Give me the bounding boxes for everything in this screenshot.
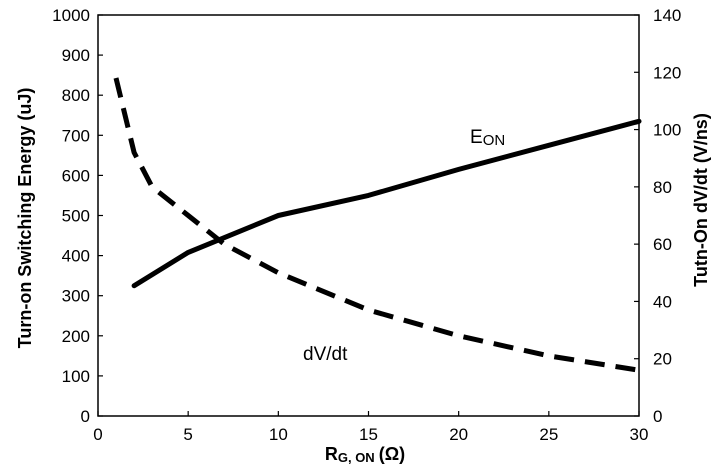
x-tick-label: 25 <box>539 425 558 444</box>
series-line-eon <box>131 118 642 289</box>
x-tick-label: 5 <box>183 425 192 444</box>
right-y-tick-label: 40 <box>653 292 672 311</box>
dvdt-series-label: dV/dt <box>303 344 348 365</box>
left-y-axis-title: Turn-on Switching Energy (uJ) <box>15 88 35 349</box>
left-y-tick-label: 500 <box>62 207 90 226</box>
x-tick-label: 10 <box>269 425 288 444</box>
series-line-dvdt <box>113 77 640 373</box>
series-layer <box>113 77 642 373</box>
left-y-tick-label: 100 <box>62 367 90 386</box>
right-y-tick-label: 100 <box>653 121 681 140</box>
x-tick-label: 15 <box>359 425 378 444</box>
right-y-tick-label: 80 <box>653 178 672 197</box>
left-y-tick-label: 0 <box>81 407 90 426</box>
x-tick-label: 0 <box>93 425 102 444</box>
right-y-tick-label: 0 <box>653 407 662 426</box>
left-y-tick-label: 900 <box>62 46 90 65</box>
left-y-tick-label: 400 <box>62 247 90 266</box>
left-y-tick-label: 600 <box>62 166 90 185</box>
left-y-tick-label: 700 <box>62 126 90 145</box>
left-y-axis-ticks: 0 100 200 300 400 500 600 700 800 900 1000 <box>52 6 103 426</box>
right-y-tick-label: 120 <box>653 63 681 82</box>
right-y-axis-ticks: 0 20 40 60 80 100 120 140 <box>634 6 681 426</box>
left-y-tick-label: 300 <box>62 287 90 306</box>
left-y-tick-label: 1000 <box>52 6 90 25</box>
x-tick-label: 30 <box>630 425 649 444</box>
right-y-axis-title: Tutn-On dV/dt (V/ns) <box>691 113 711 287</box>
eon-series-label: EON <box>470 127 505 149</box>
right-y-tick-label: 20 <box>653 350 672 369</box>
x-tick-label: 20 <box>449 425 468 444</box>
x-axis-title: RG, ON (Ω) <box>325 444 405 465</box>
right-y-tick-label: 140 <box>653 6 681 25</box>
left-y-tick-label: 200 <box>62 327 90 346</box>
x-axis-ticks: 0 5 10 15 20 25 30 <box>93 411 648 444</box>
left-y-tick-label: 800 <box>62 86 90 105</box>
right-y-tick-label: 60 <box>653 235 672 254</box>
